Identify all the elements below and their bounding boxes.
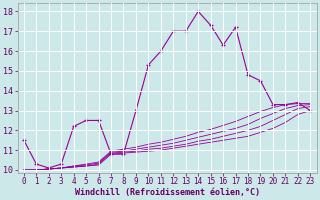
X-axis label: Windchill (Refroidissement éolien,°C): Windchill (Refroidissement éolien,°C) [75, 188, 260, 197]
